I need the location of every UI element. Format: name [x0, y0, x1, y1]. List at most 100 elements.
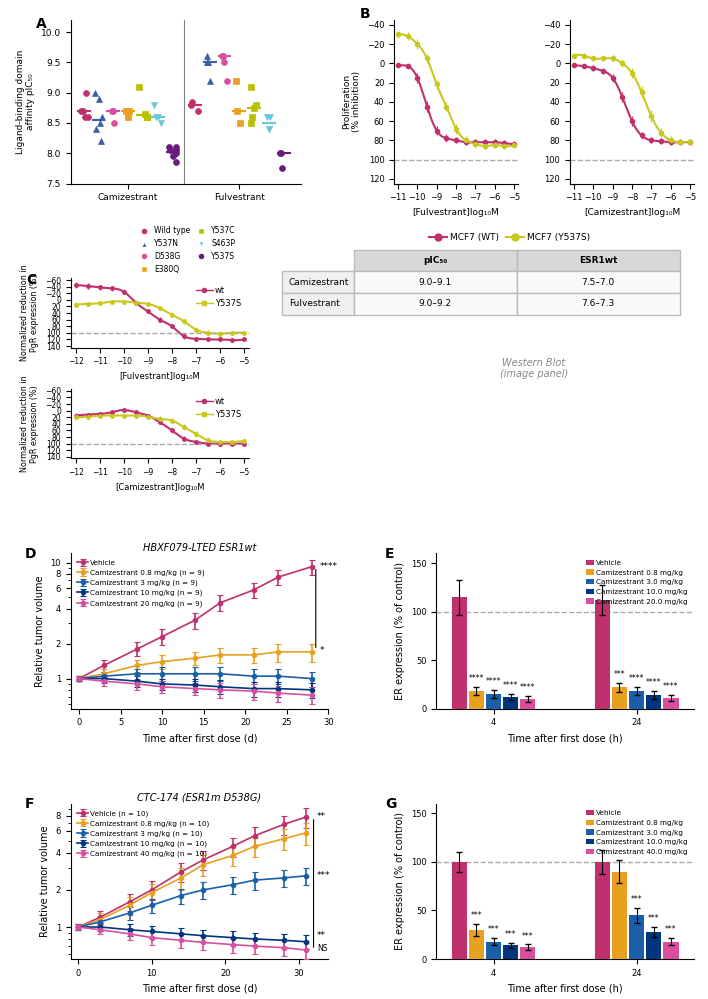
- Text: ****: ****: [629, 674, 644, 683]
- Point: [134, 79, 145, 95]
- Point: [79, 109, 91, 125]
- Point: [202, 54, 214, 70]
- Point: [107, 103, 118, 119]
- Bar: [452, 597, 467, 708]
- Point: [201, 54, 212, 70]
- Legend: Vehicle, Camizestrant 0.8 mg/kg, Camizestrant 3.0 mg/kg, Camizestrant 10.0 mg/kg: Vehicle, Camizestrant 0.8 mg/kg, Camizes…: [583, 807, 690, 858]
- Point: [95, 115, 106, 131]
- Bar: [629, 691, 644, 708]
- Text: *: *: [320, 646, 324, 655]
- Point: [250, 97, 261, 113]
- Point: [106, 103, 118, 119]
- X-axis label: [Camizestrant]log₁₀M: [Camizestrant]log₁₀M: [115, 483, 205, 492]
- Bar: [486, 694, 501, 708]
- Bar: [629, 915, 644, 959]
- Point: [89, 85, 101, 101]
- Text: Western Blot
(image panel): Western Blot (image panel): [500, 358, 568, 380]
- Text: ***: ***: [505, 930, 517, 939]
- Point: [123, 103, 135, 119]
- Point: [122, 109, 134, 125]
- Legend: Vehicle (n = 10), Camizestrant 0.8 mg/kg (n = 10), Camizestrant 3 mg/kg (n = 10): Vehicle (n = 10), Camizestrant 0.8 mg/kg…: [74, 807, 212, 860]
- Text: ****: ****: [520, 683, 536, 692]
- Point: [77, 103, 88, 119]
- Point: [164, 139, 175, 155]
- Text: ***: ***: [488, 925, 499, 934]
- Point: [216, 48, 227, 64]
- X-axis label: Time after first dose (h): Time after first dose (h): [508, 733, 623, 743]
- Text: ***: ***: [631, 895, 642, 904]
- Text: **: **: [317, 931, 326, 940]
- Text: F: F: [25, 797, 34, 811]
- Point: [275, 145, 287, 161]
- Point: [202, 48, 213, 64]
- Bar: [469, 930, 484, 959]
- Point: [120, 103, 131, 119]
- Point: [75, 103, 86, 119]
- Point: [168, 148, 179, 164]
- Y-axis label: Relative tumor volume: Relative tumor volume: [35, 575, 45, 686]
- Text: B: B: [360, 7, 370, 21]
- Point: [185, 97, 197, 113]
- Point: [263, 121, 275, 137]
- Y-axis label: ER expression (% of control): ER expression (% of control): [395, 562, 406, 700]
- Legend: wt, Y537S: wt, Y537S: [193, 394, 245, 423]
- Point: [274, 145, 285, 161]
- Legend: Vehicle, Camizestrant 0.8 mg/kg, Camizestrant 3.0 mg/kg, Camizestrant 10.0 mg/kg: Vehicle, Camizestrant 0.8 mg/kg, Camizes…: [583, 556, 690, 607]
- Point: [230, 73, 241, 89]
- Bar: [503, 697, 518, 708]
- Point: [262, 109, 273, 125]
- Point: [171, 139, 182, 155]
- Text: ***: ***: [648, 914, 660, 923]
- Text: ****: ****: [320, 562, 338, 571]
- Text: ***: ***: [471, 911, 482, 920]
- X-axis label: Time after first dose (d): Time after first dose (d): [142, 983, 257, 993]
- Bar: [646, 932, 661, 959]
- Y-axis label: Proliferation
(% inhibition): Proliferation (% inhibition): [342, 71, 361, 132]
- Legend: MCF7 (WT), MCF7 (Y537S): MCF7 (WT), MCF7 (Y537S): [426, 230, 594, 246]
- Point: [170, 145, 181, 161]
- Point: [171, 142, 182, 158]
- Point: [217, 48, 229, 64]
- Point: [219, 54, 230, 70]
- Point: [234, 115, 246, 131]
- Point: [152, 109, 164, 125]
- Point: [141, 109, 152, 125]
- Point: [169, 145, 181, 161]
- Point: [204, 73, 215, 89]
- Point: [265, 109, 276, 125]
- Bar: [452, 862, 467, 959]
- Y-axis label: Normalized reduction in
PgR expression (%): Normalized reduction in PgR expression (…: [20, 265, 40, 362]
- Text: ****: ****: [469, 674, 484, 683]
- Point: [141, 109, 152, 125]
- Y-axis label: Relative tumor volume: Relative tumor volume: [40, 825, 50, 937]
- Text: E: E: [385, 547, 394, 561]
- Title: CTC-174 (ESR1m D538G): CTC-174 (ESR1m D538G): [137, 793, 261, 803]
- Point: [91, 121, 102, 137]
- Text: D: D: [25, 547, 36, 561]
- Text: ***: ***: [522, 932, 534, 941]
- Point: [218, 48, 229, 64]
- Text: ****: ****: [663, 682, 679, 691]
- Point: [263, 121, 275, 137]
- Text: ****: ****: [503, 681, 518, 690]
- Point: [231, 103, 242, 119]
- Point: [164, 142, 176, 158]
- Text: C: C: [26, 273, 37, 287]
- Bar: [646, 695, 661, 708]
- Y-axis label: Ligand-binding domain
affinity pIC₅₀: Ligand-binding domain affinity pIC₅₀: [16, 50, 35, 154]
- Point: [186, 94, 198, 110]
- Legend: wt, Y537S: wt, Y537S: [193, 283, 245, 312]
- Bar: [612, 871, 627, 959]
- Point: [248, 100, 259, 116]
- X-axis label: Time after first dose (d): Time after first dose (d): [142, 733, 257, 743]
- Bar: [595, 600, 610, 708]
- Legend: Vehicle, Camizestrant 0.8 mg/kg (n = 9), Camizestrant 3 mg/kg (n = 9), Camizestr: Vehicle, Camizestrant 0.8 mg/kg (n = 9),…: [74, 556, 208, 609]
- Point: [139, 106, 151, 122]
- Text: ****: ****: [486, 677, 501, 686]
- Bar: [520, 947, 535, 959]
- Bar: [503, 945, 518, 959]
- Legend: Wild type, Y537N, D538G, E380Q, Y537C, S463P, Y537S: Wild type, Y537N, D538G, E380Q, Y537C, S…: [133, 224, 239, 277]
- Point: [150, 109, 161, 125]
- Point: [277, 161, 288, 177]
- Y-axis label: Normalized reduction in
PgR expression (%): Normalized reduction in PgR expression (…: [20, 376, 40, 473]
